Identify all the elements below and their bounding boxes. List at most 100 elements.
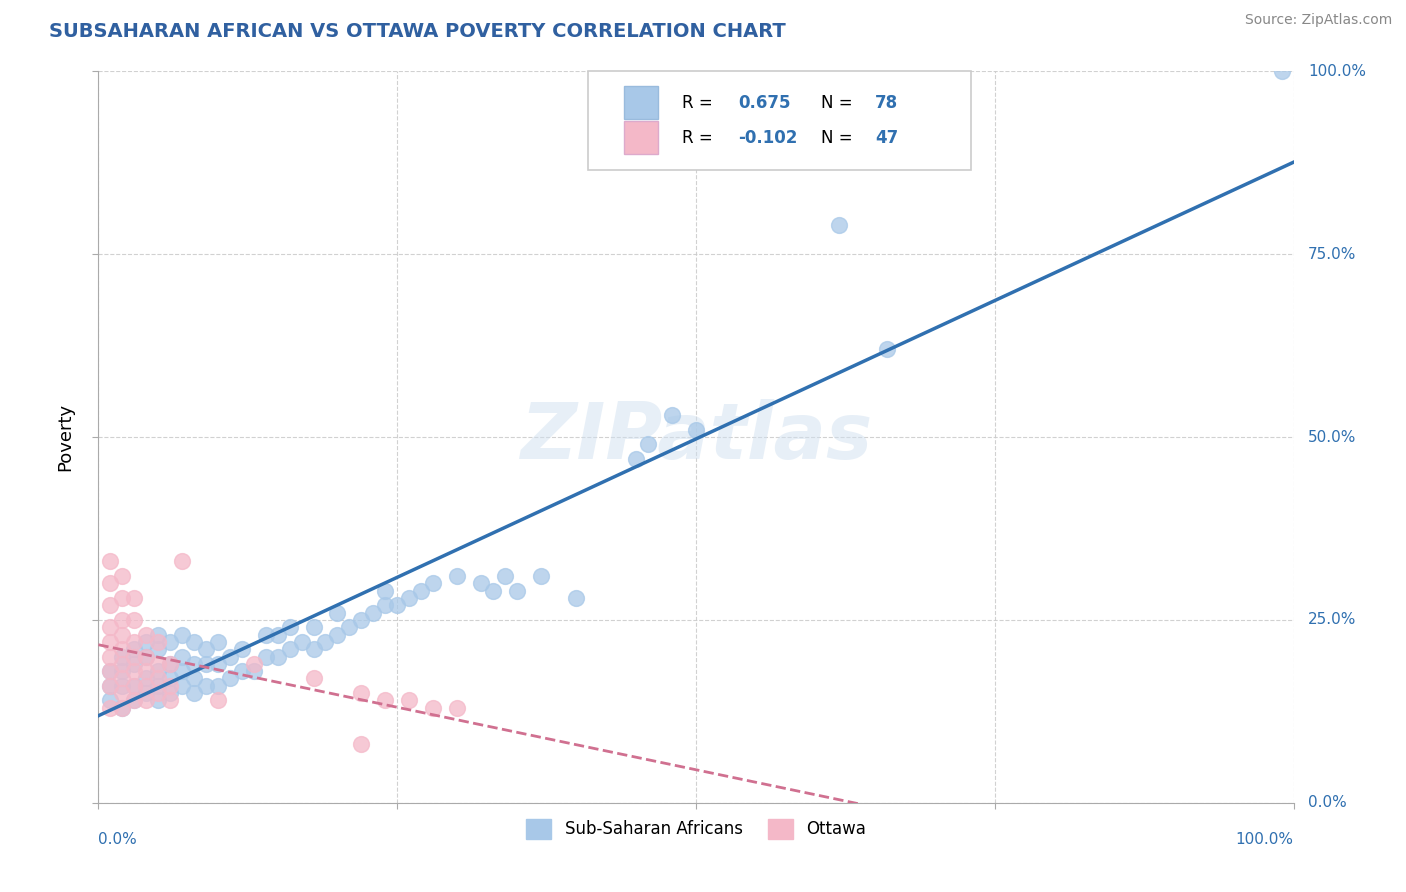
Point bbox=[135, 635, 157, 649]
Point bbox=[481, 583, 505, 598]
Point bbox=[98, 664, 122, 678]
Point bbox=[98, 693, 122, 707]
Text: R =: R = bbox=[682, 129, 717, 147]
Point bbox=[124, 664, 146, 678]
Point bbox=[195, 679, 218, 693]
Text: -0.102: -0.102 bbox=[738, 129, 797, 147]
Point bbox=[326, 606, 349, 620]
Text: N =: N = bbox=[821, 94, 858, 112]
Point bbox=[111, 642, 134, 657]
Point bbox=[422, 700, 444, 714]
Point bbox=[207, 635, 229, 649]
Point bbox=[159, 635, 181, 649]
Point bbox=[267, 649, 290, 664]
Point bbox=[350, 686, 373, 700]
Point bbox=[159, 679, 181, 693]
Point bbox=[254, 627, 277, 641]
Text: 47: 47 bbox=[876, 129, 898, 147]
Point bbox=[302, 672, 325, 686]
Point bbox=[124, 679, 146, 693]
Point bbox=[135, 649, 157, 664]
Point bbox=[183, 672, 205, 686]
Text: N =: N = bbox=[821, 129, 858, 147]
Point bbox=[148, 664, 170, 678]
Y-axis label: Poverty: Poverty bbox=[56, 403, 75, 471]
Point bbox=[111, 627, 134, 641]
Point bbox=[135, 693, 157, 707]
Point bbox=[159, 657, 181, 671]
Point bbox=[278, 620, 301, 634]
Text: Source: ZipAtlas.com: Source: ZipAtlas.com bbox=[1244, 13, 1392, 28]
Point bbox=[207, 679, 229, 693]
Point bbox=[626, 452, 648, 467]
Point bbox=[494, 569, 516, 583]
FancyBboxPatch shape bbox=[624, 121, 658, 154]
Point bbox=[111, 613, 134, 627]
Point bbox=[135, 672, 157, 686]
Point bbox=[124, 591, 146, 605]
Point bbox=[135, 686, 157, 700]
Point bbox=[565, 591, 588, 605]
Point bbox=[530, 569, 553, 583]
Point bbox=[183, 635, 205, 649]
Point bbox=[231, 642, 253, 657]
Point bbox=[148, 642, 170, 657]
Text: 100.0%: 100.0% bbox=[1236, 832, 1294, 847]
Point bbox=[111, 649, 134, 664]
Point bbox=[148, 686, 170, 700]
Point bbox=[243, 664, 266, 678]
Point bbox=[1271, 64, 1294, 78]
Point bbox=[231, 664, 253, 678]
Point bbox=[685, 423, 707, 437]
Point bbox=[302, 620, 325, 634]
Point bbox=[111, 679, 134, 693]
Text: 75.0%: 75.0% bbox=[1308, 247, 1357, 261]
Point bbox=[374, 693, 396, 707]
Point bbox=[350, 737, 373, 751]
Point bbox=[470, 576, 492, 591]
Point bbox=[124, 693, 146, 707]
Point bbox=[398, 693, 420, 707]
Point bbox=[446, 569, 468, 583]
Point bbox=[219, 672, 242, 686]
Point bbox=[374, 599, 396, 613]
Point bbox=[124, 679, 146, 693]
Point bbox=[326, 627, 349, 641]
Point bbox=[506, 583, 529, 598]
Text: 50.0%: 50.0% bbox=[1308, 430, 1357, 444]
Point bbox=[183, 657, 205, 671]
Point bbox=[111, 591, 134, 605]
Point bbox=[159, 672, 181, 686]
Point bbox=[98, 679, 122, 693]
Point bbox=[374, 583, 396, 598]
Point bbox=[183, 686, 205, 700]
Point bbox=[148, 672, 170, 686]
Point bbox=[315, 635, 337, 649]
Point bbox=[291, 635, 314, 649]
Point bbox=[363, 606, 385, 620]
Text: R =: R = bbox=[682, 94, 717, 112]
Point bbox=[98, 576, 122, 591]
Point bbox=[302, 642, 325, 657]
Point bbox=[111, 569, 134, 583]
Point bbox=[422, 576, 444, 591]
Point bbox=[159, 693, 181, 707]
Point bbox=[172, 627, 194, 641]
Point bbox=[278, 642, 301, 657]
Point bbox=[195, 657, 218, 671]
Point bbox=[339, 620, 361, 634]
Point bbox=[172, 649, 194, 664]
Point bbox=[98, 679, 122, 693]
Point bbox=[98, 649, 122, 664]
Point bbox=[148, 635, 170, 649]
Point bbox=[172, 679, 194, 693]
Text: 0.0%: 0.0% bbox=[1308, 796, 1347, 810]
Text: ZIPatlas: ZIPatlas bbox=[520, 399, 872, 475]
Point bbox=[98, 664, 122, 678]
Point bbox=[243, 657, 266, 671]
Point bbox=[385, 599, 409, 613]
Point bbox=[828, 218, 851, 232]
Point bbox=[267, 627, 290, 641]
Point bbox=[135, 679, 157, 693]
Point bbox=[398, 591, 420, 605]
